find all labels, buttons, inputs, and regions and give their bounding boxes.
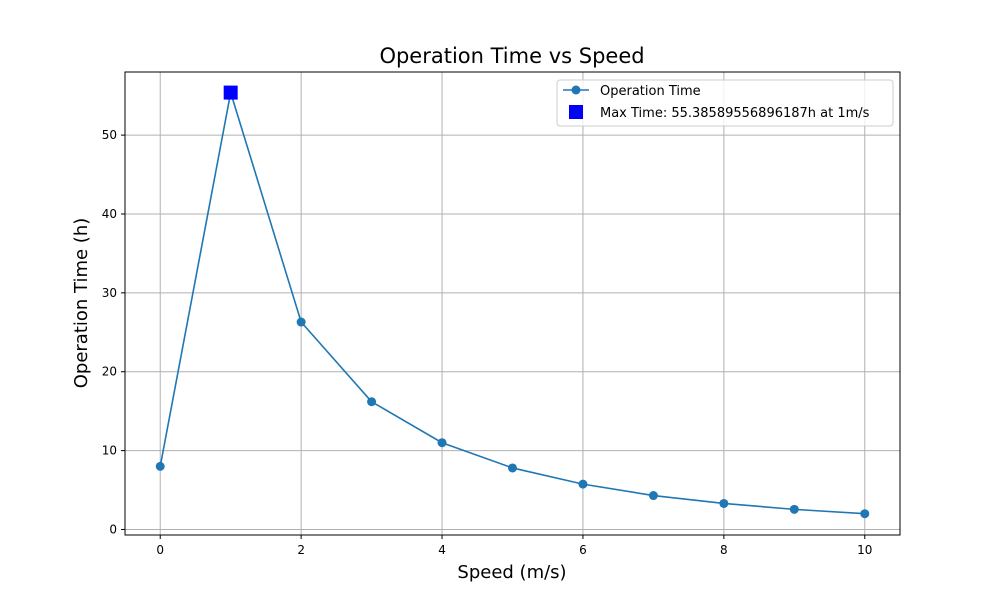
x-tick-label: 6 bbox=[579, 543, 587, 557]
legend-marker-operation-time bbox=[571, 85, 581, 95]
y-tick-label: 0 bbox=[109, 522, 117, 536]
data-point bbox=[296, 317, 306, 327]
y-tick-label: 40 bbox=[102, 207, 117, 221]
max-time-marker bbox=[223, 85, 238, 100]
legend: Operation Time Max Time: 55.385895568961… bbox=[556, 79, 894, 127]
data-point bbox=[860, 509, 870, 519]
legend-label-max-time: Max Time: 55.38589556896187h at 1m/s bbox=[600, 106, 870, 121]
y-tick-label: 10 bbox=[102, 444, 117, 458]
data-point bbox=[155, 461, 165, 471]
legend-box bbox=[556, 79, 894, 127]
data-point bbox=[437, 438, 447, 448]
x-tick-label: 8 bbox=[720, 543, 728, 557]
x-tick-label: 10 bbox=[857, 543, 872, 557]
x-axis-label: Speed (m/s) bbox=[457, 562, 566, 583]
y-tick-label: 20 bbox=[102, 365, 117, 379]
plot-frame bbox=[124, 71, 901, 536]
series bbox=[155, 85, 870, 519]
y-tick-label: 50 bbox=[102, 128, 117, 142]
grid bbox=[125, 72, 900, 535]
x-tick-label: 0 bbox=[156, 543, 164, 557]
data-point bbox=[789, 504, 799, 514]
x-tick-label: 4 bbox=[438, 543, 446, 557]
legend-marker-max-time bbox=[569, 105, 583, 119]
data-point bbox=[578, 479, 588, 489]
data-point bbox=[367, 397, 377, 407]
data-point bbox=[648, 491, 658, 501]
data-point bbox=[508, 463, 517, 473]
x-tick-label: 2 bbox=[297, 543, 305, 557]
y-axis-label: Operation Time (h) bbox=[71, 218, 92, 389]
y-tick-label: 30 bbox=[102, 286, 117, 300]
data-point bbox=[719, 498, 729, 508]
chart-title: Operation Time vs Speed bbox=[379, 44, 644, 68]
legend-label-operation-time: Operation Time bbox=[600, 84, 701, 99]
ticks: 0 2 4 6 8 10 0 10 20 30 40 50 bbox=[102, 128, 873, 557]
